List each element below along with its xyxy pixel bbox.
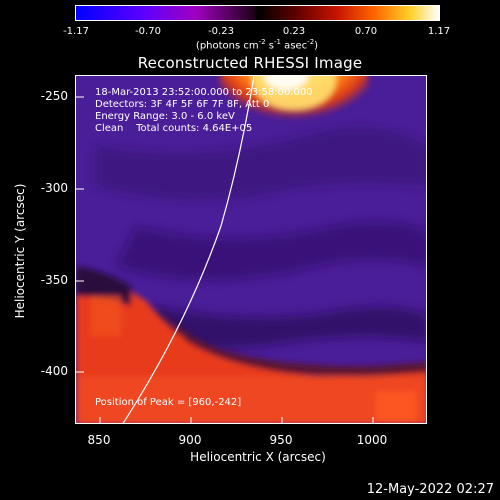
x-axis-label: Heliocentric X (arcsec) [190,450,326,464]
colorbar-tick: -0.70 [135,26,161,37]
y-tick-label: -300 [40,181,68,195]
colorbar-tick: 0.23 [282,26,306,37]
rhessi-image-graphic [76,76,426,423]
x-tick-label: 1000 [356,433,388,447]
y-tick-label: -400 [40,364,68,378]
x-tick-label: 850 [87,433,111,447]
rhessi-image [75,75,427,424]
colorbar-tick: 0.70 [354,26,378,37]
detectors-text: Detectors: 3F 4F 5F 6F 7F 8F, Att 0 [95,99,270,110]
x-tick-label: 950 [269,433,293,447]
clean-counts-text: Clean Total counts: 4.64E+05 [95,123,253,134]
timestamp: 12-May-2022 02:27 [366,482,494,497]
colorbar-tick: -0.23 [208,26,234,37]
colorbar-tick: -1.17 [63,26,89,37]
colorbar-units: (photons cm-2 s-1 asec-2) [195,38,319,52]
x-tick-label: 900 [178,433,202,447]
peak-position-text: Position of Peak = [960,-242] [95,397,242,408]
y-axis-label: Heliocentric Y (arcsec) [13,183,27,319]
colorbar [75,5,440,21]
image-title: Reconstructed RHESSI Image [137,54,363,72]
y-tick-label: -250 [40,89,68,103]
y-tick-label: -350 [40,273,68,287]
time-range-text: 18-Mar-2013 23:52:00.000 to 23:58:00.000 [95,87,313,98]
colorbar-tick: 1.17 [427,26,451,37]
energy-range-text: Energy Range: 3.0 - 6.0 keV [95,111,235,122]
